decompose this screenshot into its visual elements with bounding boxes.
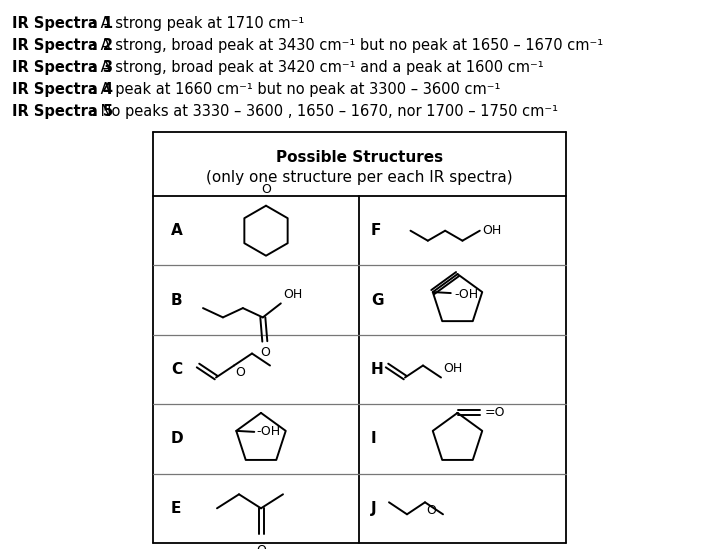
Text: : A strong, broad peak at 3430 cm⁻¹ but no peak at 1650 – 1670 cm⁻¹: : A strong, broad peak at 3430 cm⁻¹ but … [91, 38, 603, 53]
Text: E: E [171, 501, 182, 516]
Text: F: F [371, 223, 381, 238]
Text: IR Spectra 4: IR Spectra 4 [12, 82, 113, 97]
Text: I: I [371, 432, 376, 446]
Text: =O: =O [484, 406, 505, 419]
Text: A: A [171, 223, 183, 238]
Text: -OH: -OH [256, 425, 280, 438]
Text: OH: OH [283, 288, 302, 301]
Text: B: B [171, 293, 183, 307]
Text: O: O [235, 367, 245, 379]
Text: D: D [171, 432, 184, 446]
Text: : No peaks at 3330 – 3600 , 1650 – 1670, nor 1700 – 1750 cm⁻¹: : No peaks at 3330 – 3600 , 1650 – 1670,… [91, 104, 557, 119]
Text: -OH: -OH [454, 288, 479, 300]
Text: Possible Structures: Possible Structures [276, 150, 443, 165]
Text: OH: OH [443, 362, 462, 376]
Text: : A peak at 1660 cm⁻¹ but no peak at 3300 – 3600 cm⁻¹: : A peak at 1660 cm⁻¹ but no peak at 330… [91, 82, 500, 97]
Text: H: H [371, 362, 384, 377]
Text: : A strong, broad peak at 3420 cm⁻¹ and a peak at 1600 cm⁻¹: : A strong, broad peak at 3420 cm⁻¹ and … [91, 60, 543, 75]
Text: IR Spectra 5: IR Spectra 5 [12, 104, 113, 119]
Text: (only one structure per each IR spectra): (only one structure per each IR spectra) [206, 170, 513, 185]
Text: IR Spectra 1: IR Spectra 1 [12, 16, 113, 31]
Text: O: O [426, 505, 436, 517]
Text: O: O [260, 346, 269, 360]
Text: O: O [256, 544, 266, 549]
Text: C: C [171, 362, 182, 377]
Text: IR Spectra 2: IR Spectra 2 [12, 38, 113, 53]
Text: J: J [371, 501, 376, 516]
Text: : A strong peak at 1710 cm⁻¹: : A strong peak at 1710 cm⁻¹ [91, 16, 304, 31]
Text: IR Spectra 3: IR Spectra 3 [12, 60, 113, 75]
Text: OH: OH [482, 224, 501, 237]
Text: G: G [371, 293, 384, 307]
Text: O: O [261, 183, 271, 195]
